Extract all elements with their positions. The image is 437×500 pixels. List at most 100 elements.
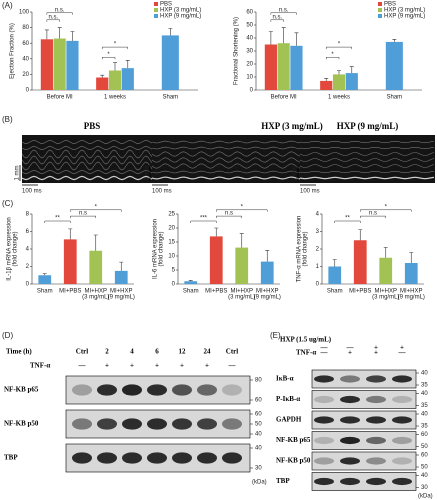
row-label: HXP (1.5 ug/mL): [280, 336, 332, 344]
error-bar: [294, 32, 299, 46]
sig-bracket: [46, 12, 73, 15]
sig-bracket: [70, 215, 96, 219]
band: [340, 375, 360, 383]
echo-trace: [299, 141, 435, 143]
band: [340, 436, 360, 445]
error-bar: [42, 273, 47, 276]
bar: [114, 270, 128, 284]
bar: [235, 247, 249, 284]
lane-sign: —: [398, 349, 407, 357]
x-tick-label: (9 mg/mL): [398, 295, 425, 301]
bar: [353, 240, 367, 284]
bar: [290, 45, 303, 90]
lane-sign: +: [155, 362, 159, 370]
y-tick-label: 2: [316, 247, 320, 253]
sig-bracket: [44, 220, 71, 223]
y-tick-label: 40: [22, 56, 29, 62]
x-tick-label: 1 weeks: [328, 95, 350, 101]
error-bar: [93, 234, 98, 251]
marker-label: 60: [255, 398, 262, 404]
error-bar: [57, 27, 62, 39]
echo-trace: [21, 170, 163, 174]
sig-label: n.s: [225, 211, 233, 217]
sig-label: *: [107, 52, 110, 58]
marker-label: 40: [255, 446, 262, 452]
y-tick-label: 6: [26, 229, 30, 235]
echo-trace: [21, 155, 163, 165]
error-bar: [68, 228, 73, 240]
unit-label: (kDa): [418, 494, 433, 500]
bar: [53, 38, 66, 90]
lane-label: Ctrl: [76, 348, 88, 356]
lane-sign: +: [130, 362, 134, 370]
marker-label: 60: [421, 432, 428, 438]
sig-bracket: [101, 46, 129, 50]
band: [366, 416, 386, 424]
marker-label: 30: [255, 466, 262, 472]
lane-sign: +: [400, 344, 404, 352]
lane-sign: —: [320, 349, 329, 357]
lane-label: 12: [179, 348, 187, 356]
row-label: IκB-α: [276, 375, 294, 383]
band: [340, 457, 360, 465]
error-bar: [332, 259, 337, 267]
y-tick-label: 15: [168, 240, 175, 246]
band: [147, 452, 167, 464]
error-bar: [383, 246, 388, 258]
x-tick-label: Sham: [386, 95, 402, 101]
band: [314, 457, 334, 465]
sig-bracket: [190, 220, 217, 223]
x-tick-label: MI+HXP: [256, 289, 279, 295]
row-label: P-IκB-α: [276, 395, 300, 403]
sig-label: n.s: [79, 211, 87, 217]
band: [172, 452, 192, 464]
row-label: GAPDH: [276, 416, 302, 424]
band: [392, 457, 412, 465]
sig-bracket: [46, 19, 60, 22]
error-bar: [239, 233, 244, 248]
y-tick-label: 2: [26, 264, 30, 270]
bar: [320, 80, 333, 90]
band: [147, 418, 167, 430]
bar: [184, 281, 198, 284]
band: [122, 384, 142, 396]
sig-label: **: [345, 216, 350, 222]
marker-label: 40: [421, 412, 428, 418]
sig-label: *: [95, 204, 98, 210]
scale-y-label: 1 mm: [15, 165, 21, 180]
bar: [108, 70, 122, 90]
sig-bracket: [360, 215, 386, 219]
marker-label: 30: [421, 485, 428, 491]
band: [97, 418, 117, 430]
sig-label: *: [114, 42, 117, 48]
sig-label: *: [385, 204, 388, 210]
blot: [311, 369, 417, 389]
lane-sign: —: [78, 362, 87, 370]
panel-label: (B): [2, 115, 13, 124]
sig-label: n.s.: [279, 7, 289, 13]
x-tick-label: Sham: [327, 289, 343, 295]
marker-label: 50: [421, 465, 428, 471]
x-tick-label: (3 mg/mL): [82, 295, 109, 301]
echo-trace: [299, 152, 435, 156]
bar: [332, 74, 346, 90]
y-tick-label: 20: [246, 62, 253, 68]
band: [366, 477, 386, 486]
band: [197, 418, 217, 430]
legend-label: HXP (3 mg/mL): [160, 8, 201, 14]
row-label: TBP: [276, 477, 290, 485]
y-tick-label: 60: [246, 10, 253, 16]
band: [314, 477, 334, 486]
scale-y-label: 1 mm: [145, 165, 151, 180]
scale-x-label: 100 ms: [300, 189, 320, 195]
x-tick-label: (3 mg/mL): [372, 295, 399, 301]
x-tick-label: MI+HXP: [374, 289, 397, 295]
lane-label: 4: [130, 348, 134, 356]
y-tick-label: 0: [26, 282, 30, 288]
lane-sign: +: [180, 362, 184, 370]
bar: [89, 250, 103, 284]
legend-swatch: [154, 8, 158, 12]
bar: [264, 44, 277, 90]
y-tick-label: 0: [172, 282, 176, 288]
